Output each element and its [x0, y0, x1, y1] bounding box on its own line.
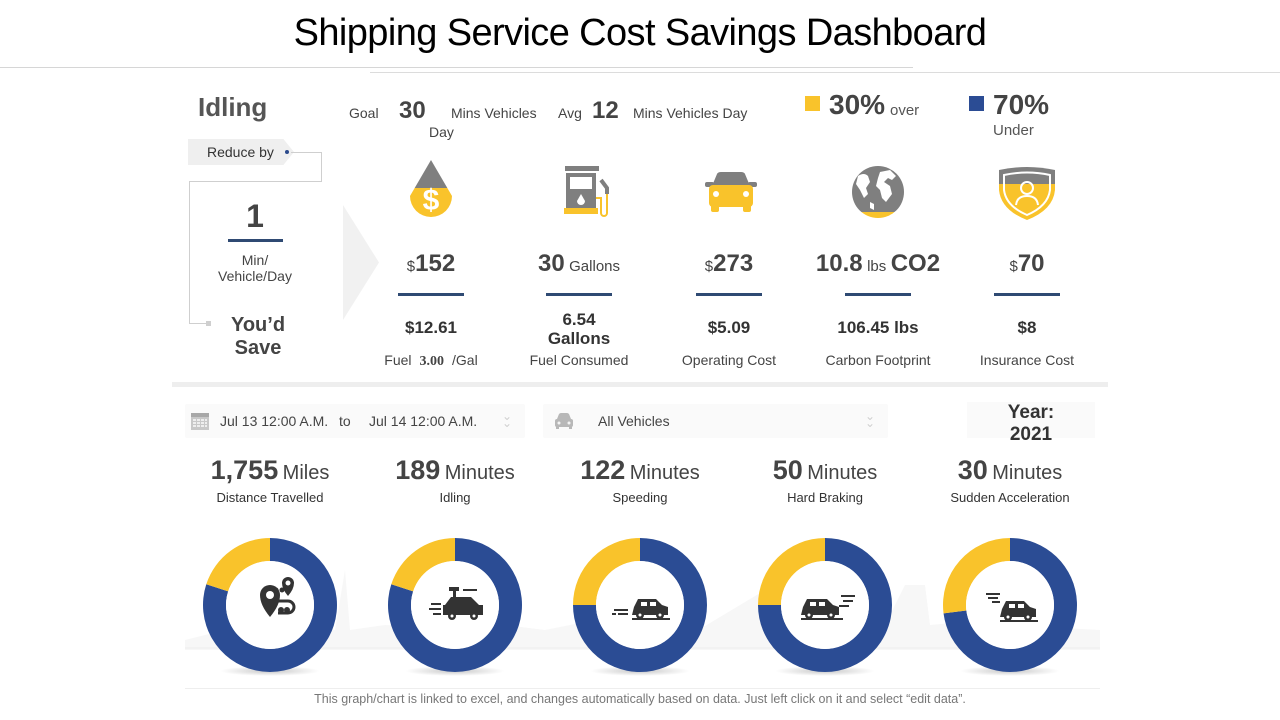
avg-unit: Mins Vehicles Day [633, 105, 748, 121]
vehicle-select-value[interactable]: All Vehicles [598, 413, 670, 429]
date-range-filter[interactable]: Jul 13 12:00 A.M. to Jul 14 12:00 A.M. ⌄… [185, 404, 525, 438]
connector-line [189, 181, 322, 324]
fuel-pump-icon [564, 166, 609, 217]
donut-slice-over [943, 538, 1010, 614]
metric-label: Fuel 3.00/Gal [384, 352, 478, 369]
youd-save-label: You’d Save [230, 314, 286, 359]
stat-idling: 189 Minutes Idling [395, 455, 515, 505]
date-to-label: to [339, 413, 351, 429]
reduce-unit: Min/ Vehicle/Day [218, 252, 292, 284]
year-label: Year: [1007, 402, 1055, 423]
vehicle-filter[interactable]: All Vehicles ⌄ ⌄ [543, 404, 888, 438]
metric-value: 10.8 lbs CO2 [815, 250, 941, 277]
donut-chart [380, 530, 530, 680]
footer-divider [185, 688, 1100, 689]
donut-slice-under [388, 538, 522, 672]
donut-slice-under [203, 538, 337, 672]
stat-speeding: 122 Minutes Speeding [580, 455, 700, 505]
metric-label: Operating Cost [681, 352, 777, 368]
route-map-pins-icon [260, 577, 296, 617]
insurance-shield-icon [999, 167, 1055, 220]
date-from[interactable]: Jul 13 12:00 A.M. [220, 413, 329, 429]
avg-value: 12 [592, 97, 619, 124]
fuel-cost-drop-icon: $ [410, 160, 452, 217]
goal-value: 30 [399, 97, 426, 124]
stat-distance: 1,755 Miles Distance Travelled [210, 455, 330, 505]
goal-unit-day: Day [429, 124, 454, 140]
footer-note: This graph/chart is linked to excel, and… [314, 692, 966, 706]
page-title: Shipping Service Cost Savings Dashboard [293, 12, 987, 54]
chevron-down-icon[interactable]: ⌄ ⌄ [501, 409, 513, 430]
year-display: Year: 2021 [967, 402, 1095, 445]
metric-savings: 6.54 Gallons [547, 310, 611, 348]
globe-icon [852, 166, 904, 218]
idling-heading: Idling [198, 92, 268, 122]
vehicle-icon [555, 413, 573, 429]
donut-slice-over [206, 538, 270, 592]
braking-car-icon [801, 595, 855, 620]
metric-savings: $8 [1017, 318, 1037, 337]
donut-slice-under [758, 538, 892, 672]
speeding-car-icon [612, 599, 670, 620]
title-divider [0, 67, 913, 68]
legend-swatch-under [969, 96, 984, 111]
stat-sudden-acceleration: 30 Minutes Sudden Acceleration [950, 455, 1070, 505]
date-to[interactable]: Jul 14 12:00 A.M. [369, 413, 478, 429]
value-underline [696, 293, 762, 296]
value-underline [228, 239, 283, 242]
donut-slice-over [391, 538, 455, 592]
connector-dot [285, 150, 289, 154]
year-value: 2021 [1009, 424, 1053, 445]
reduce-by-tag: Reduce by [188, 139, 294, 165]
connector-line [189, 323, 207, 324]
value-underline [845, 293, 911, 296]
value-underline [398, 293, 464, 296]
metric-label: Carbon Footprint [825, 352, 931, 368]
value-underline [994, 293, 1060, 296]
donut-chart [195, 530, 345, 680]
goal-unit: Mins Vehicles [451, 105, 537, 121]
metric-value: $273 [704, 250, 754, 277]
donut-chart [565, 530, 715, 680]
legend-under-percent: 70% [993, 89, 1050, 120]
stat-hard-braking: 50 Minutes Hard Braking [772, 455, 878, 505]
donut-chart [935, 530, 1085, 680]
metric-savings: $12.61 [405, 318, 457, 337]
metric-value: $70 [1009, 250, 1045, 277]
donut-slice-under [943, 538, 1077, 672]
donut-slice-under [573, 538, 707, 672]
donut-chart [750, 530, 900, 680]
legend-over-label: over [890, 102, 920, 119]
car-icon [705, 172, 757, 212]
goal-label: Goal [349, 105, 379, 121]
title-divider-secondary [370, 72, 1280, 73]
calendar-icon [191, 413, 209, 430]
metric-value: $152 [406, 250, 456, 277]
legend-over-percent: 30% [829, 89, 886, 120]
metric-label: Fuel Consumed [529, 352, 629, 368]
metric-savings: 106.45 lbs [837, 318, 919, 337]
connector-line [291, 152, 322, 182]
metric-savings: $5.09 [707, 318, 751, 337]
connector-end [206, 321, 211, 326]
metric-label: Insurance Cost [979, 352, 1075, 368]
chevron-down-icon[interactable]: ⌄ ⌄ [864, 409, 876, 430]
svg-text:$: $ [423, 184, 440, 217]
metric-value: 30 Gallons [537, 250, 620, 277]
section-divider [172, 382, 1108, 387]
donut-slice-over [758, 538, 825, 605]
donut-slice-over [573, 538, 640, 605]
accelerating-car-icon [986, 593, 1038, 622]
legend-swatch-over [805, 96, 820, 111]
avg-label: Avg [558, 105, 582, 121]
value-underline [546, 293, 612, 296]
reduce-value: 1 [246, 198, 264, 234]
legend-under-label: Under [993, 122, 1034, 139]
idling-car-icon [429, 587, 483, 620]
